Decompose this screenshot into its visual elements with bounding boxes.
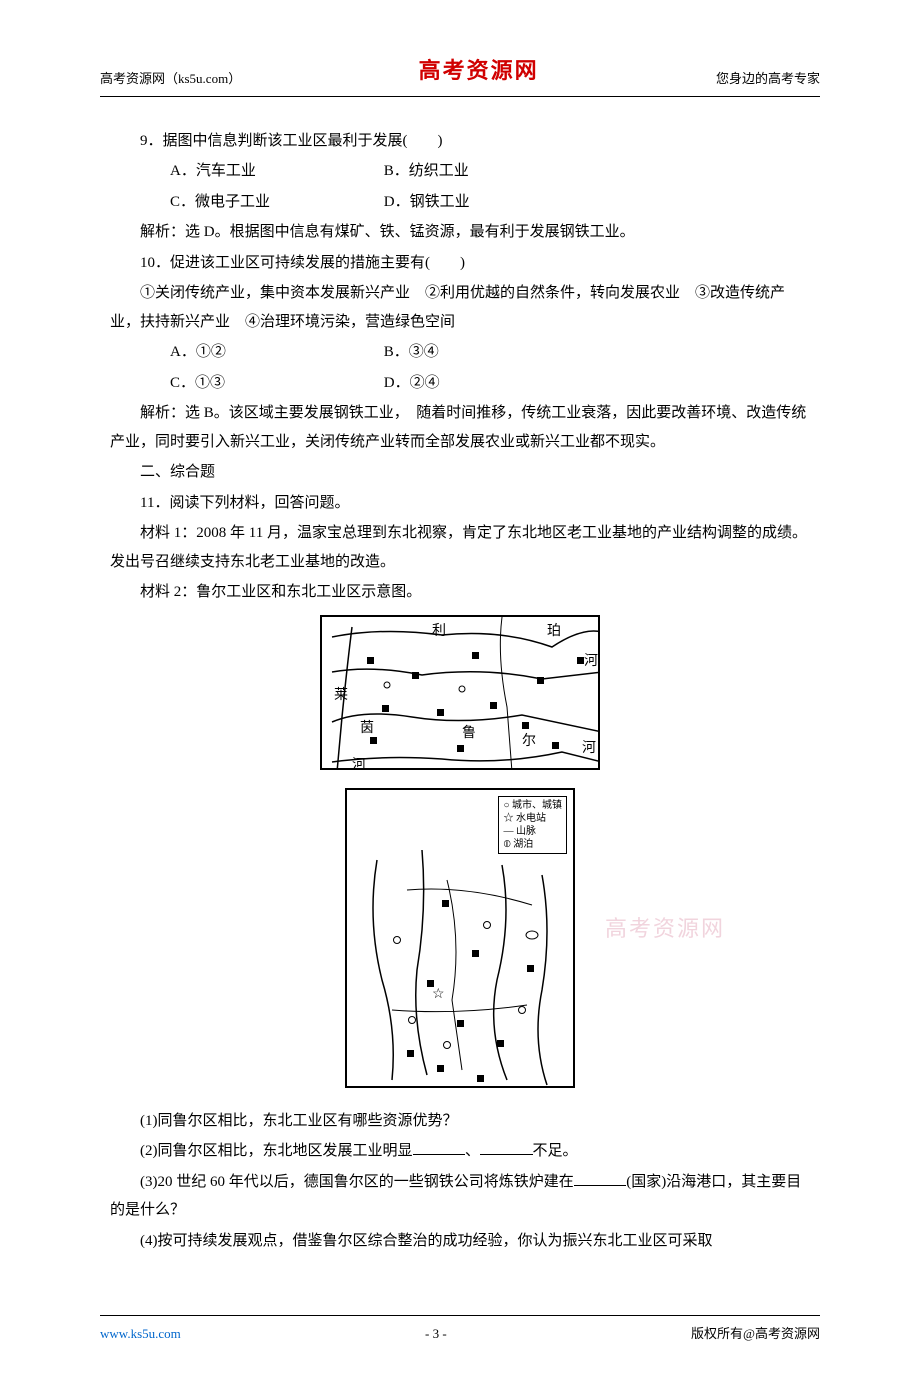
map1-label-yin: 茵 <box>360 720 374 736</box>
legend-mountain: — 山脉 <box>503 825 562 838</box>
q9-opt-c: C．微电子工业 <box>140 188 350 217</box>
q10-stem: 10．促进该工业区可持续发展的措施主要有( ) <box>110 249 810 278</box>
map1-label-po: 珀 <box>547 623 561 639</box>
q10-opt-d: D．②④ <box>354 369 440 398</box>
watermark: 高考资源网 <box>605 908 725 950</box>
blank-2 <box>480 1137 533 1155</box>
q11-material2: 材料 2：鲁尔工业区和东北工业区示意图。 <box>110 578 810 607</box>
blank-1 <box>413 1137 466 1155</box>
map1-label-he1: 河 <box>584 653 598 669</box>
q9-options-row2: C．微电子工业 D．钢铁工业 <box>110 188 810 217</box>
q11-sub4: (4)按可持续发展观点，借鉴鲁尔区综合整治的成功经验，你认为振兴东北工业区可采取 <box>110 1227 810 1256</box>
q11-sub2-b: 、 <box>465 1143 480 1159</box>
page-header: 高考资源网（ks5u.com） 高考资源网 您身边的高考专家 <box>100 50 820 97</box>
map1-label-er: 尔 <box>522 733 536 749</box>
map1-label-lai: 莱 <box>334 687 348 703</box>
q11-sub3: (3)20 世纪 60 年代以后，德国鲁尔区的一些钢铁公司将炼铁炉建在(国家)沿… <box>110 1168 810 1225</box>
figure-ruhr-map: 利 珀 河 莱 茵 鲁 尔 河 河 <box>110 615 810 781</box>
q9-options-row1: A．汽车工业 B．纺织工业 <box>110 157 810 186</box>
q11-sub1: (1)同鲁尔区相比，东北工业区有哪些资源优势？ <box>110 1107 810 1136</box>
q11-sub2-a: (2)同鲁尔区相比，东北地区发展工业明显 <box>140 1143 413 1159</box>
q10-analysis: 解析：选 B。该区域主要发展钢铁工业， 随着时间推移，传统工业衰落，因此要改善环… <box>110 399 810 456</box>
footer-copyright: 版权所有@高考资源网 <box>691 1322 820 1347</box>
q9-stem: 9．据图中信息判断该工业区最利于发展( ) <box>110 127 810 156</box>
q11-sub2: (2)同鲁尔区相比，东北地区发展工业明显 、 不足。 <box>110 1137 810 1166</box>
q9-opt-a: A．汽车工业 <box>140 157 350 186</box>
ruhr-map-svg: 利 珀 河 莱 茵 鲁 尔 河 河 <box>322 617 600 770</box>
q10-items: ①关闭传统产业，集中资本发展新兴产业 ②利用优越的自然条件，转向发展农业 ③改造… <box>110 279 810 336</box>
header-title: 高考资源网 <box>419 50 539 92</box>
q10-options-row1: A．①② B．③④ <box>110 338 810 367</box>
svg-text:☆: ☆ <box>432 987 445 1002</box>
section2-title: 二、综合题 <box>110 458 810 487</box>
q10-opt-b: B．③④ <box>354 338 439 367</box>
map1-label-li: 利 <box>432 623 446 639</box>
footer-url: www.ks5u.com <box>100 1322 181 1347</box>
blank-3 <box>574 1168 627 1186</box>
q9-opt-b: B．纺织工业 <box>354 157 469 186</box>
q10-opt-a: A．①② <box>140 338 350 367</box>
q11-sub3-a: (3)20 世纪 60 年代以后，德国鲁尔区的一些钢铁公司将炼铁炉建在 <box>140 1174 574 1190</box>
legend-city: ○ 城市、城镇 <box>503 799 562 812</box>
q11-stem: 11．阅读下列材料，回答问题。 <box>110 489 810 518</box>
q10-opt-c: C．①③ <box>140 369 350 398</box>
header-left: 高考资源网（ks5u.com） <box>100 67 241 92</box>
header-right: 您身边的高考专家 <box>716 67 820 92</box>
q10-options-row2: C．①③ D．②④ <box>110 369 810 398</box>
northeast-map: ○ 城市、城镇 ☆ 水电站 — 山脉 ⦶ 湖泊 <box>345 788 575 1088</box>
map1-label-he2: 河 <box>582 740 596 756</box>
q9-analysis: 解析：选 D。根据图中信息有煤矿、铁、锰资源，最有利于发展钢铁工业。 <box>110 218 810 247</box>
page-footer: www.ks5u.com - 3 - 版权所有@高考资源网 <box>100 1315 820 1347</box>
q11-material1: 材料 1：2008 年 11 月，温家宝总理到东北视察，肯定了东北地区老工业基地… <box>110 519 810 576</box>
footer-page: - 3 - <box>425 1322 447 1347</box>
map2-legend: ○ 城市、城镇 ☆ 水电站 — 山脉 ⦶ 湖泊 <box>498 796 567 854</box>
ruhr-map: 利 珀 河 莱 茵 鲁 尔 河 河 <box>320 615 600 770</box>
figure-northeast-map: ○ 城市、城镇 ☆ 水电站 — 山脉 ⦶ 湖泊 <box>110 788 810 1099</box>
q11-sub2-c: 不足。 <box>533 1143 578 1159</box>
main-content: 9．据图中信息判断该工业区最利于发展( ) A．汽车工业 B．纺织工业 C．微电… <box>100 127 820 1256</box>
map1-label-lu: 鲁 <box>462 725 476 741</box>
legend-lake: ⦶ 湖泊 <box>503 838 562 851</box>
map1-label-he3: 河 <box>352 757 366 770</box>
legend-hydro: ☆ 水电站 <box>503 812 562 825</box>
q9-opt-d: D．钢铁工业 <box>354 188 470 217</box>
